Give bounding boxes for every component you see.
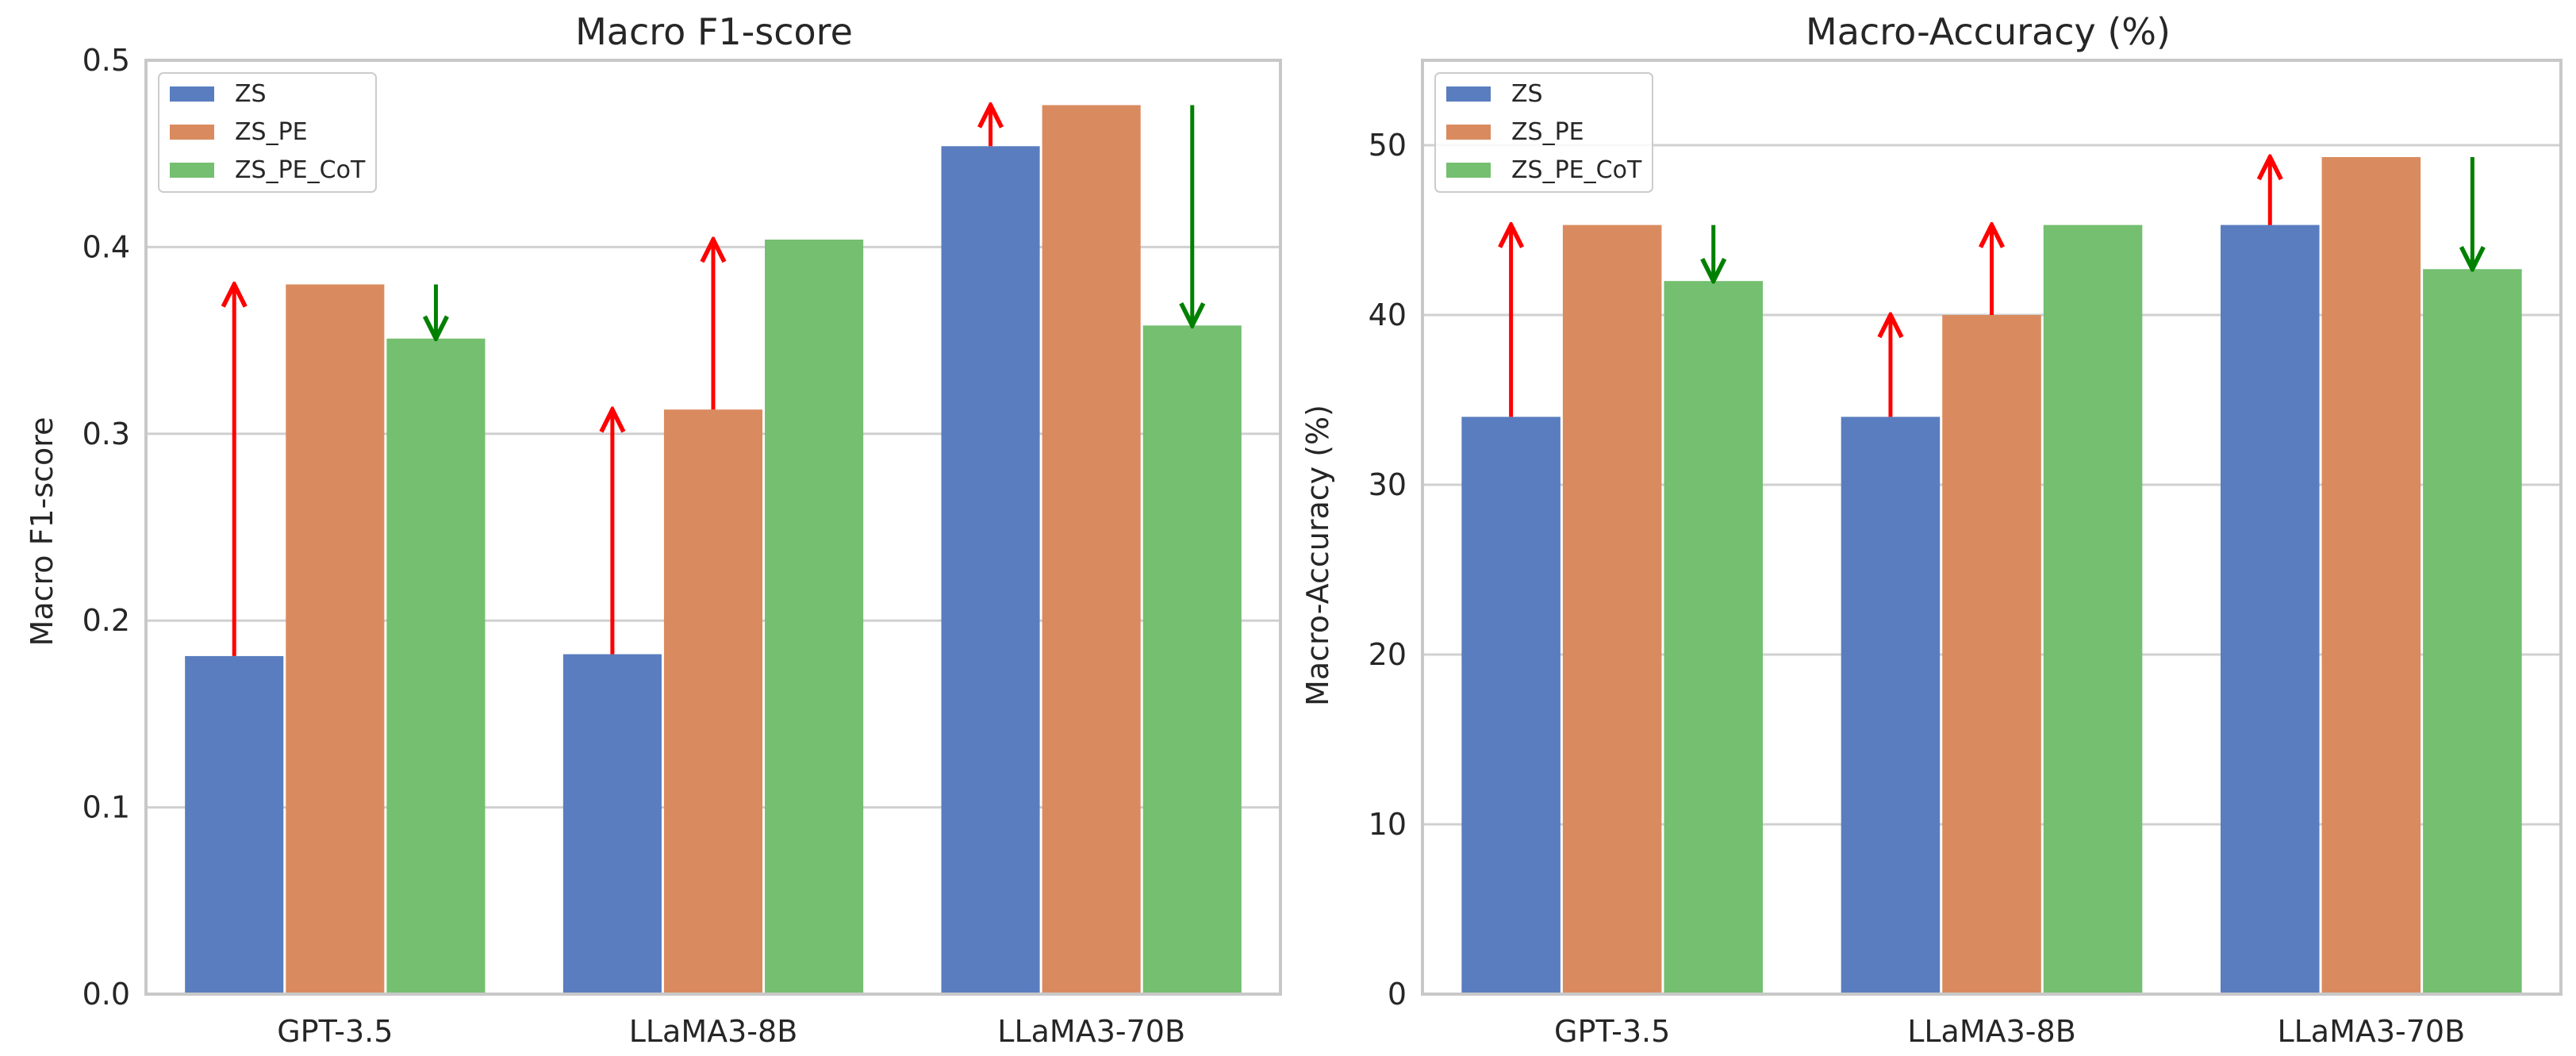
y-tick-label: 50 — [1369, 128, 1407, 163]
y-tick-label: 10 — [1369, 807, 1407, 842]
legend-label-zs-pe-cot: ZS_PE_CoT — [235, 156, 366, 184]
legend: ZS ZS_PE ZS_PE_CoT — [158, 72, 377, 193]
bars — [185, 105, 1242, 995]
legend-label-zs: ZS — [1511, 80, 1543, 108]
plot-frame — [144, 59, 1282, 996]
bar-zs-pe-cot-gpt-3-5 — [386, 338, 486, 995]
x-tick-label: LLaMA3-70B — [2277, 1014, 2465, 1049]
legend-box — [1434, 72, 1653, 193]
bar-zs-pe-llama3-8b — [663, 409, 763, 994]
chart-title: Macro-Accuracy (%) — [1806, 10, 2171, 53]
chart-title: Macro F1-score — [575, 10, 853, 53]
bar-zs-pe-cot-llama3-70b — [1142, 325, 1242, 994]
bar-zs-pe-cot-llama3-8b — [765, 239, 864, 994]
legend-label-zs-pe: ZS_PE — [1511, 118, 1584, 146]
x-tick-label: GPT-3.5 — [1554, 1014, 1670, 1049]
legend-label-zs: ZS — [235, 80, 267, 108]
bar-zs-gpt-3-5 — [1461, 417, 1561, 994]
bar-zs-pe-cot-llama3-70b — [2423, 269, 2522, 995]
legend-box — [158, 72, 377, 193]
y-tick-label: 0.0 — [83, 977, 130, 1012]
change-arrows — [234, 105, 1192, 656]
x-tick-label: LLaMA3-8B — [629, 1014, 798, 1049]
y-tick-label: 20 — [1369, 637, 1407, 672]
y-ticks: 0 10 20 30 40 50 — [1369, 128, 1407, 1012]
x-tick-label: LLaMA3-70B — [997, 1014, 1185, 1049]
legend: ZS ZS_PE ZS_PE_CoT — [1434, 72, 1653, 193]
bar-zs-pe-cot-gpt-3-5 — [1664, 281, 1763, 994]
bar-zs-llama3-8b — [1841, 417, 1941, 994]
legend-swatch-zs — [1446, 86, 1491, 102]
legend-swatch-zs-pe — [170, 125, 214, 140]
y-tick-label: 0.2 — [83, 603, 130, 638]
change-arrows — [1511, 157, 2473, 417]
bar-zs-pe-llama3-70b — [1042, 105, 1141, 995]
y-tick-label: 0.1 — [83, 790, 130, 825]
y-axis-label: Macro F1-score — [25, 417, 60, 647]
y-tick-label: 40 — [1369, 298, 1407, 332]
bar-zs-pe-llama3-70b — [2321, 156, 2421, 995]
x-ticks: GPT-3.5 LLaMA3-8B LLaMA3-70B — [1554, 1014, 2465, 1049]
x-ticks: GPT-3.5 LLaMA3-8B LLaMA3-70B — [277, 1014, 1185, 1049]
bar-zs-pe-cot-llama3-8b — [2043, 225, 2143, 995]
legend-swatch-zs-pe-cot — [170, 163, 214, 178]
accuracy-chart: Macro-Accuracy (%) Macro-Accuracy (%) 0 … — [1300, 10, 2563, 1049]
bar-zs-gpt-3-5 — [185, 655, 284, 994]
y-tick-label: 0.4 — [83, 229, 130, 264]
y-axis-label: Macro-Accuracy (%) — [1300, 405, 1335, 706]
x-tick-label: GPT-3.5 — [277, 1014, 393, 1049]
bar-zs-llama3-8b — [562, 654, 662, 994]
legend-swatch-zs — [170, 86, 214, 102]
bar-zs-llama3-70b — [941, 146, 1040, 995]
y-tick-label: 0.5 — [83, 43, 130, 78]
legend-swatch-zs-pe — [1446, 125, 1491, 140]
bar-zs-llama3-70b — [2221, 225, 2320, 995]
bar-zs-pe-llama3-8b — [1942, 315, 2041, 994]
bar-zs-pe-gpt-3-5 — [1562, 225, 1662, 995]
legend-label-zs-pe-cot: ZS_PE_CoT — [1511, 156, 1642, 184]
y-ticks: 0.0 0.1 0.2 0.3 0.4 0.5 — [83, 43, 130, 1012]
y-tick-label: 0 — [1388, 977, 1407, 1012]
legend-swatch-zs-pe-cot — [1446, 163, 1491, 178]
plot-frame — [1421, 59, 2563, 996]
y-tick-label: 0.3 — [83, 417, 130, 451]
y-tick-label: 30 — [1369, 467, 1407, 502]
f1-chart: Macro F1-score Macro F1-score 0.0 0.1 0.… — [25, 10, 1282, 1049]
x-tick-label: LLaMA3-8B — [1907, 1014, 2076, 1049]
bars — [1461, 156, 2522, 995]
bar-zs-pe-gpt-3-5 — [286, 284, 385, 995]
legend-label-zs-pe: ZS_PE — [235, 118, 308, 146]
